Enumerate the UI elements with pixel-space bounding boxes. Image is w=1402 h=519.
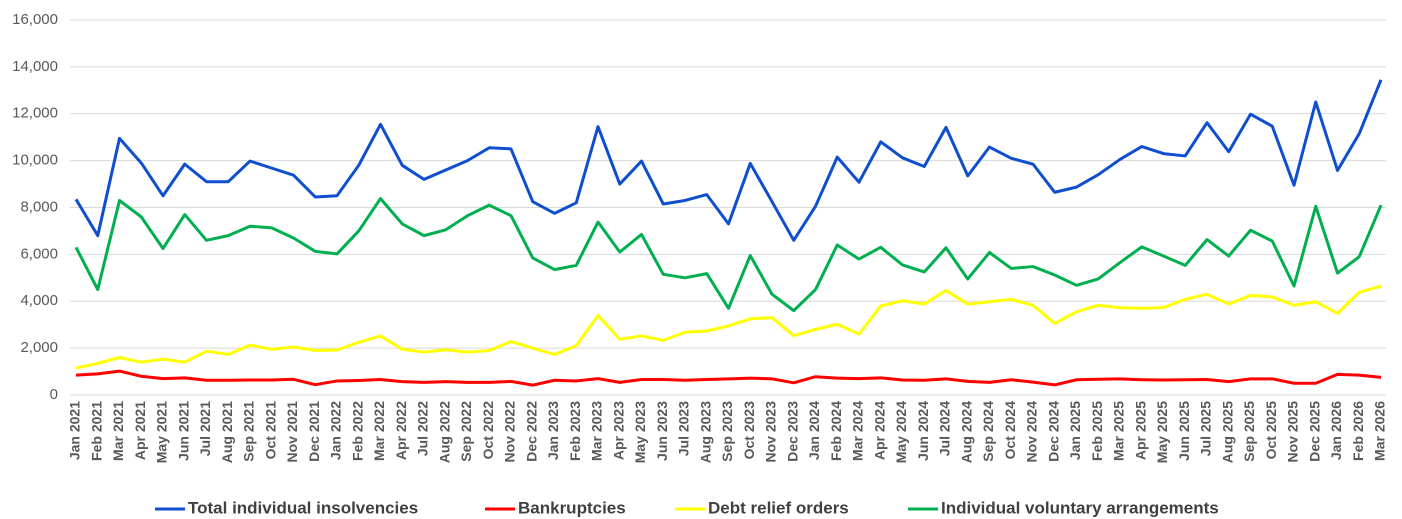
x-tick-label: Jul 2023	[676, 401, 692, 456]
y-tick-label: 16,000	[12, 11, 58, 28]
x-tick-label: Nov 2024	[1024, 401, 1040, 463]
x-tick-label: Nov 2022	[502, 401, 518, 463]
x-tick-label: Oct 2021	[262, 401, 278, 460]
x-tick-label: Feb 2022	[349, 401, 365, 461]
y-tick-label: 10,000	[12, 152, 58, 169]
x-tick-label: Oct 2025	[1263, 401, 1279, 460]
legend-label: Total individual insolvencies	[188, 498, 418, 517]
y-tick-label: 6,000	[20, 245, 58, 262]
x-tick-label: Oct 2023	[741, 401, 757, 460]
x-tick-label: May 2025	[1154, 401, 1170, 463]
x-tick-label: Sep 2022	[458, 401, 474, 462]
x-tick-label: Aug 2025	[1219, 401, 1235, 463]
x-tick-label: Mar 2025	[1111, 401, 1127, 461]
x-tick-label: Nov 2021	[284, 401, 300, 463]
x-tick-label: Aug 2023	[697, 401, 713, 463]
x-tick-label: Sep 2025	[1241, 401, 1257, 462]
x-tick-label: Nov 2025	[1285, 401, 1301, 463]
x-tick-label: Jun 2025	[1176, 401, 1192, 461]
x-tick-label: Feb 2026	[1350, 401, 1366, 461]
x-tick-label: Dec 2022	[523, 401, 539, 462]
x-tick-label: Jul 2024	[937, 401, 953, 456]
x-tick-label: Feb 2024	[828, 401, 844, 461]
x-tick-label: Dec 2024	[1045, 401, 1061, 462]
x-tick-label: Aug 2021	[219, 401, 235, 463]
y-tick-label: 8,000	[20, 198, 58, 215]
series-line	[74, 197, 1383, 313]
x-tick-label: Sep 2024	[980, 401, 996, 462]
x-tick-label: Oct 2024	[1002, 401, 1018, 460]
y-tick-label: 4,000	[20, 292, 58, 309]
x-tick-label: Jul 2025	[1198, 401, 1214, 456]
x-tick-label: Mar 2024	[850, 401, 866, 461]
x-tick-label: Apr 2025	[1132, 401, 1148, 460]
x-tick-label: Mar 2022	[371, 401, 387, 461]
x-tick-label: Dec 2025	[1306, 401, 1322, 462]
x-tick-label: Aug 2024	[958, 401, 974, 463]
x-tick-label: Jan 2023	[545, 401, 561, 460]
legend-label: Individual voluntary arrangements	[941, 498, 1219, 517]
y-tick-label: 2,000	[20, 339, 58, 356]
x-tick-label: Dec 2021	[306, 401, 322, 462]
x-tick-label: Dec 2023	[784, 401, 800, 462]
x-tick-label: May 2021	[154, 401, 170, 463]
x-tick-label: May 2023	[632, 401, 648, 463]
x-tick-label: Sep 2021	[241, 401, 257, 462]
x-tick-label: Oct 2022	[480, 401, 496, 460]
series-line	[75, 369, 1382, 387]
x-tick-label: Jan 2022	[328, 401, 344, 460]
x-tick-label: Jul 2021	[197, 401, 213, 456]
x-tick-label: May 2024	[893, 401, 909, 463]
x-tick-label: Apr 2023	[610, 401, 626, 460]
x-tick-label: Feb 2021	[88, 401, 104, 461]
x-tick-label: Feb 2023	[567, 401, 583, 461]
x-tick-label: Apr 2024	[871, 401, 887, 460]
x-tick-label: Sep 2023	[719, 401, 735, 462]
x-tick-label: Jul 2022	[415, 401, 431, 456]
x-tick-label: Nov 2023	[763, 401, 779, 463]
legend-label: Debt relief orders	[708, 498, 849, 517]
x-tick-label: Aug 2022	[436, 401, 452, 463]
y-tick-label: 14,000	[12, 58, 58, 75]
y-tick-label: 12,000	[12, 105, 58, 122]
x-tick-label: Jun 2024	[915, 401, 931, 461]
x-tick-label: Mar 2023	[589, 401, 605, 461]
x-tick-label: Apr 2021	[132, 401, 148, 460]
x-tick-label: Apr 2022	[393, 401, 409, 460]
x-tick-label: Feb 2025	[1089, 401, 1105, 461]
series-line	[74, 79, 1383, 242]
x-tick-label: Jan 2025	[1067, 401, 1083, 460]
x-tick-label: Mar 2026	[1372, 401, 1388, 461]
legend-label: Bankruptcies	[518, 498, 626, 517]
x-tick-label: Jan 2026	[1328, 401, 1344, 460]
x-tick-label: Jun 2023	[654, 401, 670, 461]
x-tick-label: Jan 2024	[806, 401, 822, 460]
x-tick-label: Jun 2021	[175, 401, 191, 461]
series-line	[75, 284, 1382, 370]
x-tick-label: Mar 2021	[110, 401, 126, 461]
x-tick-label: Jan 2021	[67, 401, 83, 460]
y-tick-label: 0	[50, 386, 58, 403]
